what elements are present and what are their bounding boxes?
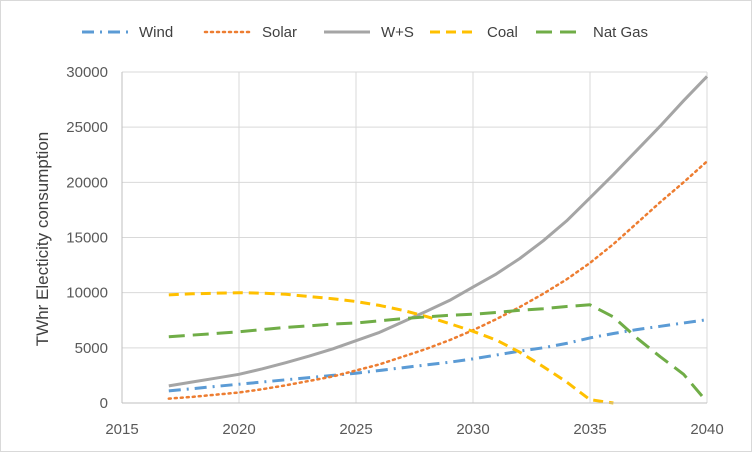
y-tick-label: 30000	[66, 64, 108, 81]
plot-series	[167, 75, 709, 405]
series-line-solar	[167, 160, 709, 400]
axes: 0 5000 10000 15000 20000 25000 30000 2015 2020 20…	[66, 64, 723, 438]
x-tick-label: 2030	[456, 421, 489, 438]
legend-label-wind: Wind	[139, 24, 173, 41]
y-tick-label: 10000	[66, 285, 108, 302]
x-tick-label: 2035	[573, 421, 606, 438]
x-tick-label: 2040	[690, 421, 723, 438]
legend: Wind Solar W+S Coal Nat Gas	[82, 24, 648, 41]
legend-label-coal: Coal	[487, 24, 518, 41]
legend-label-solar: Solar	[262, 24, 297, 41]
y-tick-label: 0	[100, 395, 108, 412]
y-tick-label: 20000	[66, 174, 108, 191]
x-tick-label: 2015	[105, 421, 138, 438]
y-tick-label: 5000	[75, 340, 108, 357]
x-tick-label: 2020	[222, 421, 255, 438]
series-line-nat-gas	[168, 303, 709, 403]
y-tick-label: 25000	[66, 119, 108, 136]
y-axis-title: TWhr Electicity consumption	[33, 132, 52, 346]
series-line-wind	[168, 318, 708, 393]
legend-label-w-s: W+S	[381, 24, 414, 41]
y-tick-label: 15000	[66, 230, 108, 247]
legend-label-nat-gas: Nat Gas	[593, 24, 648, 41]
x-tick-label: 2025	[339, 421, 372, 438]
series-line-w-s	[168, 75, 709, 388]
